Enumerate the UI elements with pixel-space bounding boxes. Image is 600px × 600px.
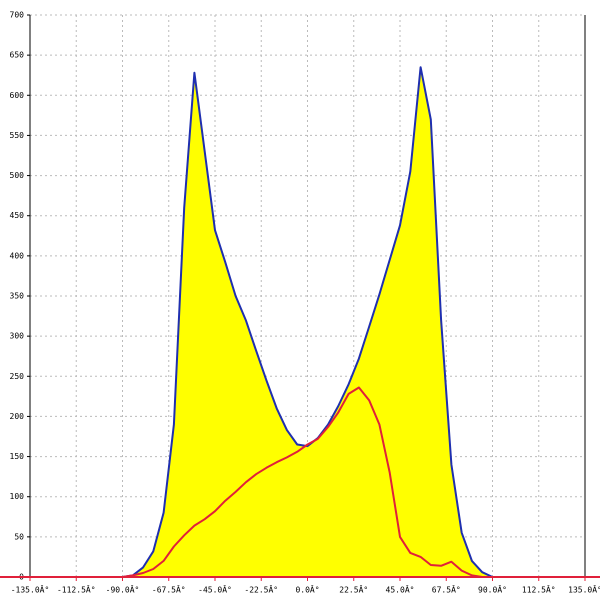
y-tick-label: 600 <box>10 91 25 100</box>
x-tick-label: 67.5Â° <box>432 584 461 595</box>
y-tick-label: 700 <box>10 11 25 20</box>
series-line <box>122 386 493 578</box>
y-tick-label: 150 <box>10 452 25 461</box>
x-tick-label: 135.0Â° <box>568 584 600 595</box>
x-tick-label: -45.0Â° <box>198 584 232 595</box>
y-tick-label: 50 <box>14 532 24 541</box>
area-fill <box>122 67 493 577</box>
y-tick-label: 450 <box>10 211 25 220</box>
x-tick-label: 90.0Â° <box>478 584 507 595</box>
y-tick-label: 350 <box>10 292 25 301</box>
x-tick-label: -67.5Â° <box>152 584 186 595</box>
x-tick-label: -90.0Â° <box>106 584 140 595</box>
y-tick-label: 300 <box>10 332 25 341</box>
x-tick-label: 45.0Â° <box>386 584 415 595</box>
series-line <box>122 66 493 578</box>
x-tick-label: -22.5Â° <box>244 584 278 595</box>
y-tick-label: 550 <box>10 131 25 140</box>
y-tick-label: 400 <box>10 251 25 260</box>
x-tick-label: -135.0Â° <box>11 584 50 595</box>
x-tick-label: 112.5Â° <box>522 584 556 595</box>
x-tick-label: -112.5Â° <box>57 584 96 595</box>
y-tick-label: 500 <box>10 171 25 180</box>
x-tick-label: 22.5Â° <box>339 584 368 595</box>
y-tick-label: 100 <box>10 492 25 501</box>
y-tick-label: 200 <box>10 412 25 421</box>
x-tick-label: 0.0Â° <box>295 584 319 595</box>
y-tick-label: 250 <box>10 372 25 381</box>
y-tick-label: 650 <box>10 51 25 60</box>
